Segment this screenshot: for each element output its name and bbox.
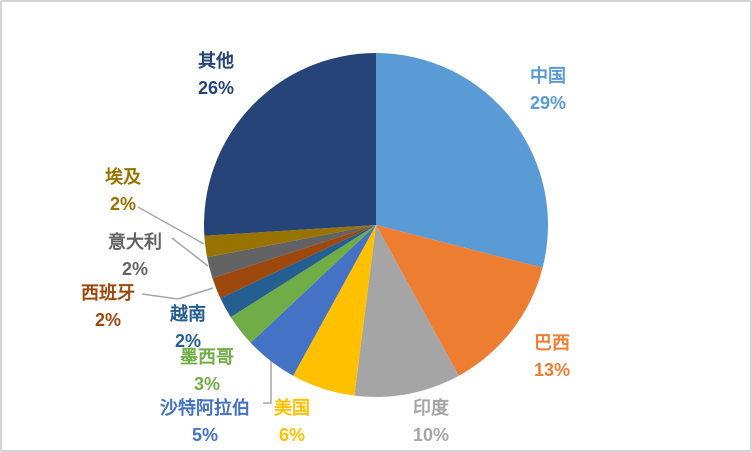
slice-name-label: 意大利 [108, 231, 162, 252]
slice-value-label: 6% [279, 425, 305, 445]
leader-line-沙特阿拉伯 [263, 361, 272, 404]
pie-slice-越南 [220, 225, 376, 318]
pie-slice-意大利 [207, 225, 376, 279]
slice-name-label: 印度 [413, 397, 450, 418]
leader-line-西班牙 [141, 287, 214, 300]
slice-name-label: 巴西 [534, 333, 570, 353]
slice-name-label: 墨西哥 [180, 347, 234, 367]
slice-value-label: 2% [110, 194, 136, 214]
pie-slice-墨西哥 [230, 225, 376, 343]
slice-name-label: 中国 [530, 65, 566, 86]
slice-value-label: 2% [175, 331, 201, 351]
pie-slices-group [204, 53, 549, 397]
pie-slice-埃及 [204, 225, 376, 258]
slice-value-label: 13% [534, 360, 570, 380]
pie-slice-巴西 [376, 225, 543, 376]
slice-value-label: 10% [413, 425, 449, 445]
slice-name-label: 其他 [198, 50, 234, 71]
pie-slice-印度 [354, 225, 459, 397]
slice-value-label: 29% [530, 93, 566, 113]
slice-value-label: 2% [122, 259, 148, 279]
slice-value-label: 5% [192, 425, 218, 445]
pie-slice-其他 [204, 53, 376, 236]
pie-slice-西班牙 [212, 225, 376, 299]
slice-name-label: 埃及 [105, 166, 142, 187]
pie-slice-沙特阿拉伯 [250, 225, 376, 376]
slice-name-label: 美国 [274, 397, 310, 418]
leader-lines-group [137, 206, 272, 404]
slice-value-label: 26% [198, 78, 234, 98]
pie-slice-中国 [376, 53, 549, 268]
slice-value-label: 2% [95, 310, 121, 330]
slice-name-label: 越南 [169, 303, 206, 324]
slice-name-label: 西班牙 [81, 283, 135, 303]
slice-name-label: 沙特阿拉伯 [160, 397, 250, 418]
leader-line-埃及 [137, 206, 205, 245]
leader-line-意大利 [171, 237, 209, 267]
slice-labels-group: 中国 29% 巴西 13% 印度 10% 美国 6% 沙特阿拉伯 5% 墨西哥 3% 越南 2% 西班牙 2%… [81, 50, 570, 445]
slice-value-label: 3% [194, 374, 220, 394]
pie-slice-美国 [293, 225, 376, 396]
